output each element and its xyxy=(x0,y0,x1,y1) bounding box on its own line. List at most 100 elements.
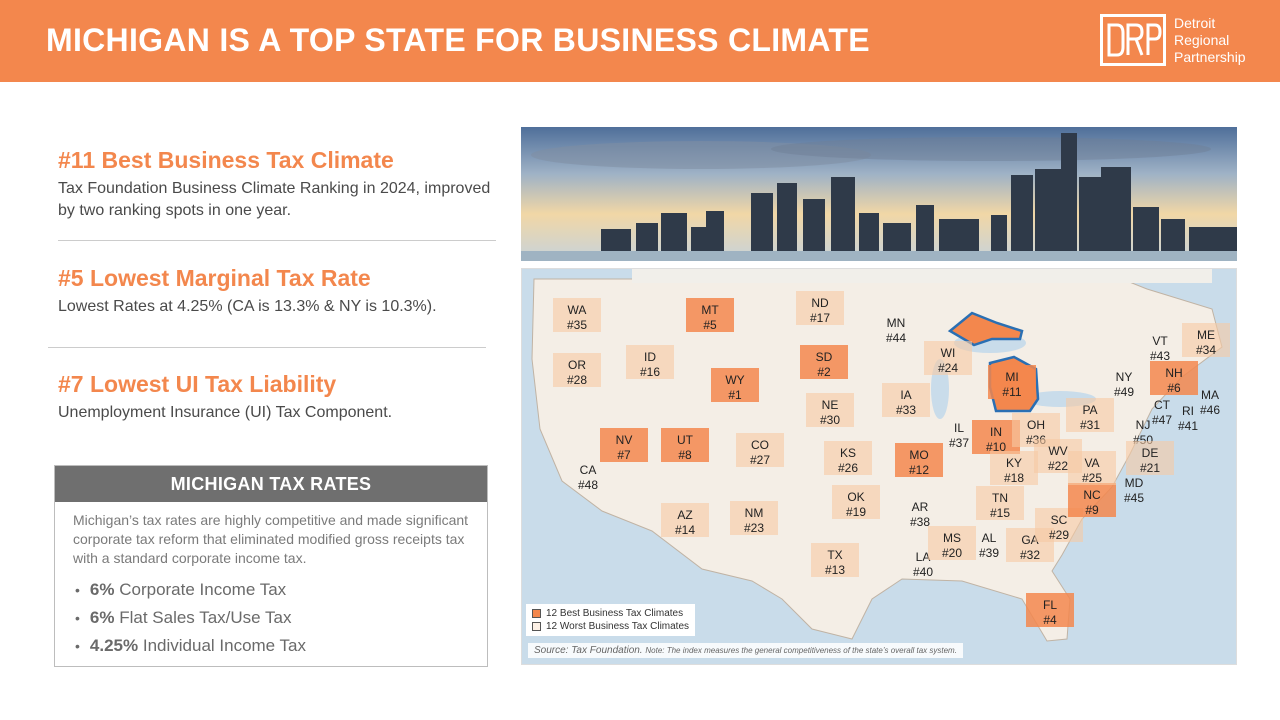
state-rank: #5 xyxy=(703,318,717,332)
state-rank: #11 xyxy=(1002,385,1021,399)
state-rank: #8 xyxy=(678,448,692,462)
state-rank: #41 xyxy=(1178,419,1198,433)
state-abbr: VT xyxy=(1152,334,1168,348)
state-label-ne: NE#30 xyxy=(806,393,854,427)
state-rank: #9 xyxy=(1085,503,1099,517)
state-abbr: AZ xyxy=(677,508,692,522)
state-tile xyxy=(806,393,854,427)
state-tile xyxy=(553,353,601,387)
state-rank: #16 xyxy=(640,365,660,379)
stat-ui-liability: #7 Lowest UI Tax Liability Unemployment … xyxy=(58,371,498,424)
state-abbr: MI xyxy=(1005,370,1018,384)
state-label-ca: CA#48 xyxy=(578,463,598,492)
state-rank: #4 xyxy=(1043,613,1057,627)
state-label-mn: MN#44 xyxy=(886,316,906,345)
state-tile xyxy=(736,433,784,467)
state-abbr: ME xyxy=(1197,328,1215,342)
state-abbr: WY xyxy=(725,373,744,387)
state-abbr: AR xyxy=(912,500,929,514)
state-abbr: WI xyxy=(941,346,956,360)
list-item: • 6% Corporate Income Tax xyxy=(75,580,287,599)
legend-item-best: 12 Best Business Tax Climates xyxy=(532,607,689,620)
state-label-mi: MI#11 xyxy=(988,365,1036,399)
state-tile-best xyxy=(1026,593,1074,627)
state-label-ar: AR#38 xyxy=(910,500,930,529)
state-tile-best xyxy=(686,298,734,332)
state-abbr: SD xyxy=(816,350,833,364)
state-rank: #10 xyxy=(986,440,1006,454)
state-rank: #18 xyxy=(1004,471,1024,485)
state-abbr: UT xyxy=(677,433,694,447)
state-label-id: ID#16 xyxy=(626,345,674,379)
state-abbr: TN xyxy=(992,491,1008,505)
stat-title: #7 Lowest UI Tax Liability xyxy=(58,371,337,397)
state-abbr: OR xyxy=(568,358,586,372)
state-label-wi: WI#24 xyxy=(924,341,972,375)
state-label-al: AL#39 xyxy=(979,531,999,560)
state-rank: #44 xyxy=(886,331,906,345)
state-abbr: NJ xyxy=(1136,418,1151,432)
state-tile xyxy=(882,383,930,417)
state-abbr: MD xyxy=(1125,476,1144,490)
state-tile xyxy=(553,298,601,332)
stat-title: #5 Lowest Marginal Tax Rate xyxy=(58,265,371,291)
header-banner: MICHIGAN IS A TOP STATE FOR BUSINESS CLI… xyxy=(0,0,1280,82)
state-tile xyxy=(1034,439,1082,473)
list-item: • 6% Flat Sales Tax/Use Tax xyxy=(75,608,292,627)
state-abbr: LA xyxy=(916,550,931,564)
rates-heading: MICHIGAN TAX RATES xyxy=(55,466,487,502)
state-tile xyxy=(626,345,674,379)
state-abbr: DE xyxy=(1142,446,1159,460)
state-label-md: MD#45 xyxy=(1124,476,1144,505)
divider xyxy=(58,240,496,241)
state-abbr: WA xyxy=(568,303,587,317)
state-rank: #31 xyxy=(1080,418,1100,432)
state-abbr: GA xyxy=(1021,533,1038,547)
state-rank: #45 xyxy=(1124,491,1144,505)
state-rank: #12 xyxy=(909,463,929,477)
legend-item-worst: 12 Worst Business Tax Climates xyxy=(532,620,689,633)
state-label-tx: TX#13 xyxy=(811,543,859,577)
stat-marginal-rate: #5 Lowest Marginal Tax Rate Lowest Rates… xyxy=(58,265,508,318)
state-label-il: IL#37 xyxy=(949,421,969,450)
state-label-nc: NC#9 xyxy=(1068,483,1116,517)
state-abbr: AL xyxy=(982,531,997,545)
state-abbr: RI xyxy=(1182,404,1194,418)
state-label-ri: RI#41 xyxy=(1178,404,1198,433)
state-abbr: NV xyxy=(616,433,633,447)
state-rank: #25 xyxy=(1082,471,1102,485)
stat-desc: Unemployment Insurance (UI) Tax Componen… xyxy=(58,404,393,421)
state-rank: #22 xyxy=(1048,459,1068,473)
state-tile-best xyxy=(800,345,848,379)
state-tile-best xyxy=(1068,483,1116,517)
state-rank: #13 xyxy=(825,563,845,577)
state-rank: #20 xyxy=(942,546,962,560)
state-abbr: OK xyxy=(847,490,864,504)
legend-swatch-best xyxy=(532,609,541,618)
legend-swatch-worst xyxy=(532,622,541,631)
detroit-skyline-photo xyxy=(521,127,1237,261)
state-label-sd: SD#2 xyxy=(800,345,848,379)
state-tile xyxy=(661,503,709,537)
state-label-la: LA#40 xyxy=(913,550,933,579)
state-tile-best xyxy=(1150,361,1198,395)
state-abbr: IL xyxy=(954,421,964,435)
state-abbr: SC xyxy=(1051,513,1068,527)
state-rank: #35 xyxy=(567,318,587,332)
drp-logo-mark xyxy=(1100,14,1166,66)
state-rank: #32 xyxy=(1020,548,1040,562)
stat-title: #11 Best Business Tax Climate xyxy=(58,147,394,173)
state-label-vt: VT#43 xyxy=(1150,334,1170,363)
state-label-ny: NY#49 xyxy=(1114,370,1134,399)
state-abbr: TX xyxy=(827,548,842,562)
state-rank: #21 xyxy=(1140,461,1160,475)
state-abbr: ID xyxy=(644,350,656,364)
state-label-de: DE#21 xyxy=(1126,441,1174,475)
state-tile-best xyxy=(895,443,943,477)
state-tile-best xyxy=(988,365,1036,399)
state-label-wv: WV#22 xyxy=(1034,439,1082,473)
michigan-tax-rates-box: MICHIGAN TAX RATES Michigan’s tax rates … xyxy=(54,465,488,667)
state-rank: #33 xyxy=(896,403,916,417)
state-abbr: CO xyxy=(751,438,769,452)
state-label-wy: WY#1 xyxy=(711,368,759,402)
